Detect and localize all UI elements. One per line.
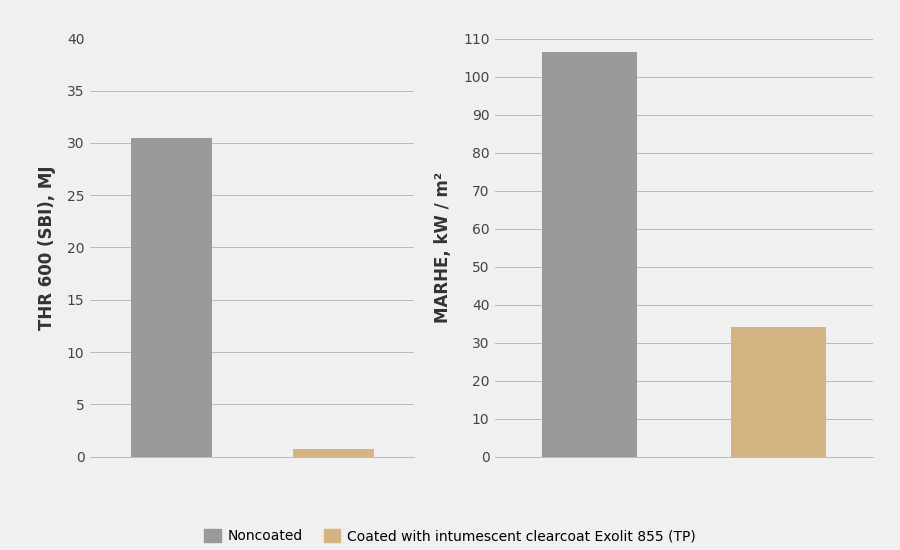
- Legend: Noncoated, Coated with intumescent clearcoat Exolit 855 (TP): Noncoated, Coated with intumescent clear…: [204, 529, 696, 543]
- Y-axis label: MARHE, kW / m²: MARHE, kW / m²: [434, 172, 452, 323]
- Bar: [731, 327, 826, 456]
- Bar: [130, 138, 212, 456]
- Bar: [542, 52, 637, 456]
- Bar: [292, 449, 374, 456]
- Y-axis label: THR 600 (SBI), MJ: THR 600 (SBI), MJ: [38, 165, 56, 330]
